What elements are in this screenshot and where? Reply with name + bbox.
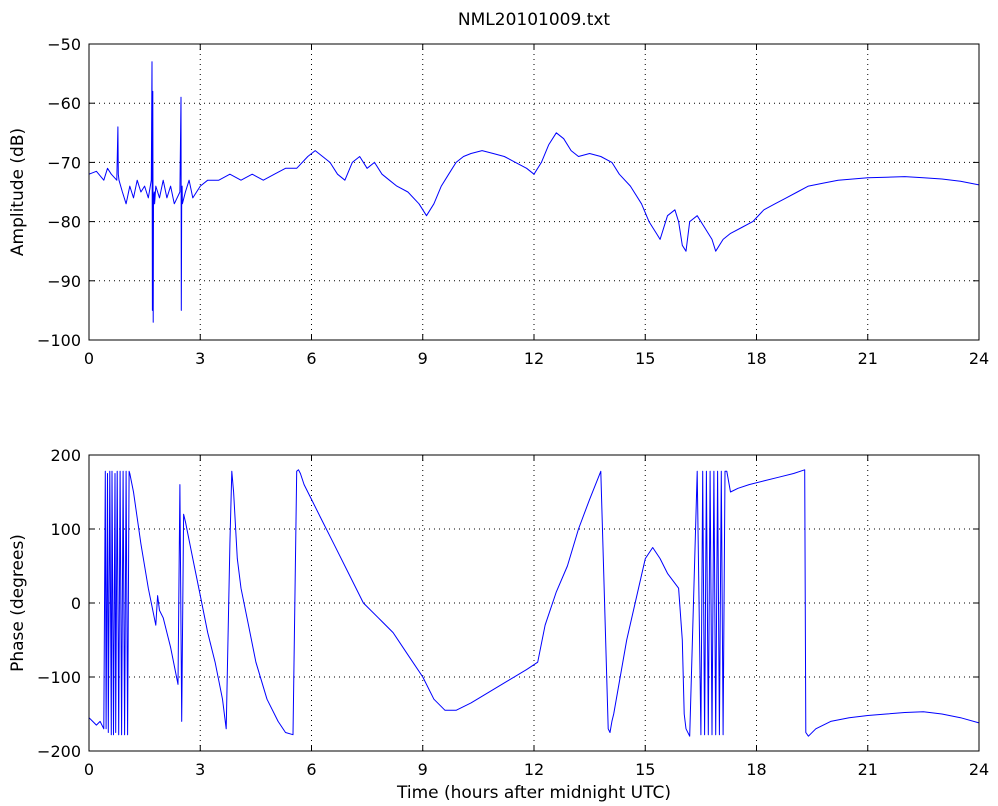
y-tick-label: −70 [47,153,81,172]
x-tick-label: 12 [524,760,544,779]
y-tick-label: 0 [71,594,81,613]
y-tick-label: 200 [50,446,81,465]
x-tick-label: 21 [858,349,878,368]
x-tick-label: 9 [418,349,428,368]
x-axis-label: Time (hours after midnight UTC) [396,783,671,803]
x-tick-label: 18 [746,349,766,368]
x-tick-label: 15 [635,760,655,779]
phase-chart: 0 3 6 9 12 15 18 21 24 −200 −100 0 100 200 Phase (degr… [8,446,989,803]
series-line [88,469,980,737]
y-tick-label: −60 [47,94,81,113]
plot-area [89,44,979,340]
y-tick-label: −80 [47,213,81,232]
y-tick-label: −100 [37,668,81,687]
x-tick-label: 12 [524,349,544,368]
x-tick-label: 18 [746,760,766,779]
amplitude-chart: 0 3 6 9 12 15 18 21 24 −100 −90 −80 −70 −60 −50 NML2010… [8,10,989,368]
y-tick-label: −100 [37,331,81,350]
y-axis-label: Phase (degrees) [8,534,28,672]
x-tick-label: 0 [84,760,94,779]
chart-title: NML20101009.txt [458,10,611,30]
x-tick-label: 3 [195,760,205,779]
series-line [88,61,980,323]
x-tick-label: 24 [969,349,989,368]
x-tick-label: 0 [84,349,94,368]
x-tick-label: 9 [418,760,428,779]
x-tick-label: 15 [635,349,655,368]
y-axis-label: Amplitude (dB) [8,128,28,256]
y-tick-label: −200 [37,742,81,761]
y-tick-label: −90 [47,272,81,291]
y-tick-label: 100 [50,520,81,539]
y-tick-label: −50 [47,35,81,54]
x-tick-label: 21 [858,760,878,779]
x-tick-label: 6 [306,760,316,779]
x-tick-label: 6 [306,349,316,368]
x-tick-label: 3 [195,349,205,368]
x-tick-label: 24 [969,760,989,779]
